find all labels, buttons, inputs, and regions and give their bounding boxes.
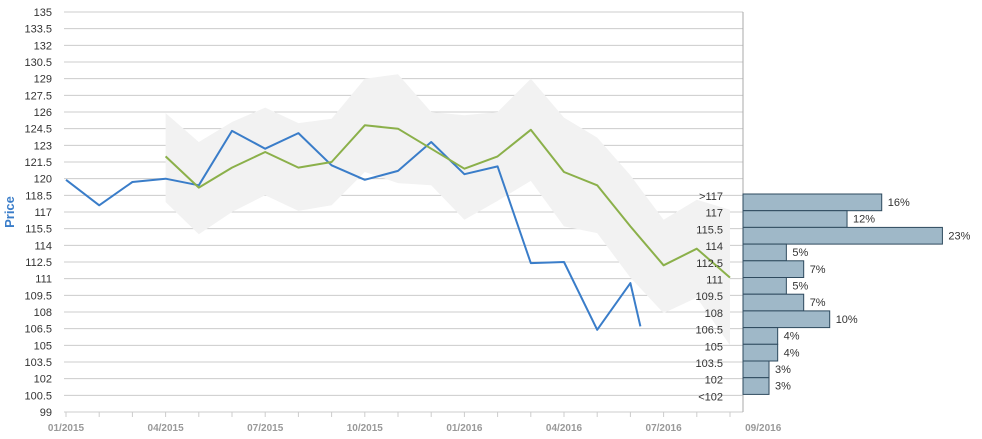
histogram-bar: [742, 277, 787, 295]
x-tick-label: 07/2015: [247, 423, 284, 434]
labels: 135 133.5 132 130.5 129 127.5 126 124.5 123 121.5…: [2, 7, 971, 434]
y-tick-label: 121.5: [24, 157, 52, 169]
forecast-line: [164, 124, 731, 279]
x-tick-label: 04/2016: [546, 423, 583, 434]
histogram-percent-label: 3%: [775, 364, 791, 376]
histogram-bar: [742, 293, 805, 312]
histogram-bin-label: 108: [705, 308, 723, 320]
y-tick-label: 124.5: [24, 124, 52, 136]
y-tick-label: 111: [35, 274, 52, 286]
histogram-bin-label: 109.5: [695, 291, 723, 303]
histogram-percent-label: 16%: [888, 197, 910, 209]
y-tick-label: 108: [34, 307, 52, 319]
y-tick-label: 129: [34, 74, 52, 86]
y-tick-label: 99: [40, 407, 52, 419]
y-tick-label: 127.5: [24, 90, 52, 102]
y-axis-label: Price: [2, 196, 17, 228]
histogram-bin-label: 117: [705, 208, 723, 220]
histogram-bin-label: 102: [705, 375, 723, 387]
y-tick-label: 115.5: [25, 224, 52, 236]
histogram-bin-label: 105: [705, 341, 723, 353]
y-tick-label: 106.5: [24, 324, 52, 336]
histogram-percent-label: 23%: [948, 230, 970, 242]
histogram-bin-label: 106.5: [695, 325, 723, 337]
y-tick-label: 112.5: [25, 257, 52, 269]
x-tick-label: 07/2016: [646, 423, 683, 434]
x-tick-label: 04/2015: [148, 423, 185, 434]
histogram-bin-label: 103.5: [695, 358, 723, 370]
histogram-percent-label: 7%: [810, 264, 826, 276]
y-tick-label: 105: [34, 340, 52, 352]
histogram-bar: [742, 377, 770, 395]
histogram-percent-label: 5%: [792, 281, 808, 293]
y-tick-label: 118.5: [25, 190, 52, 202]
histogram-bar: [742, 226, 943, 245]
y-tick-label: 135: [34, 7, 52, 19]
histogram-bar: [742, 210, 848, 228]
histogram-bar: [742, 343, 779, 362]
histogram-percent-label: 3%: [775, 381, 791, 393]
histogram: [742, 193, 943, 395]
price-line: [65, 129, 642, 331]
forecast-band-area: [165, 74, 731, 346]
y-tick-label: 123: [34, 140, 52, 152]
y-tick-label: 130.5: [24, 57, 52, 69]
y-tick-label: 114: [34, 240, 52, 252]
y-tick-label: 100.5: [24, 390, 52, 402]
series-lines: [65, 124, 731, 331]
y-tick-label: 117: [34, 207, 52, 219]
histogram-bar: [742, 310, 831, 329]
x-tick-label: 09/2016: [745, 423, 782, 434]
y-tick-label: 103.5: [24, 357, 52, 369]
y-tick-label: 133.5: [24, 24, 52, 36]
histogram-percent-label: 4%: [784, 347, 800, 359]
histogram-percent-label: 10%: [836, 314, 858, 326]
histogram-bin-label: 112.5: [696, 258, 723, 270]
y-tick-label: 109.5: [24, 290, 52, 302]
y-tick-label: 102: [34, 374, 52, 386]
histogram-bin-label: >117: [699, 191, 723, 203]
y-tick-label: 132: [34, 40, 52, 52]
histogram-percent-label: 4%: [784, 331, 800, 343]
histogram-bin-label: 111: [706, 275, 723, 287]
x-tick-label: 01/2015: [48, 423, 85, 434]
histogram-bin-label: 114: [705, 241, 723, 253]
forecast-band: [165, 74, 731, 346]
y-tick-label: 126: [34, 107, 52, 119]
histogram-bin-label: 115.5: [696, 224, 723, 236]
histogram-bar: [742, 193, 883, 212]
histogram-percent-label: 5%: [792, 247, 808, 259]
histogram-percent-label: 12%: [853, 214, 875, 226]
x-tick-label: 01/2016: [446, 423, 483, 434]
histogram-bar: [742, 243, 787, 262]
histogram-percent-label: 7%: [810, 297, 826, 309]
y-tick-label: 120: [34, 174, 52, 186]
x-tick-label: 10/2015: [347, 423, 384, 434]
histogram-bin-label: <102: [698, 391, 723, 403]
histogram-bar: [742, 360, 770, 379]
histogram-bar: [742, 260, 805, 278]
histogram-bar: [742, 327, 779, 345]
